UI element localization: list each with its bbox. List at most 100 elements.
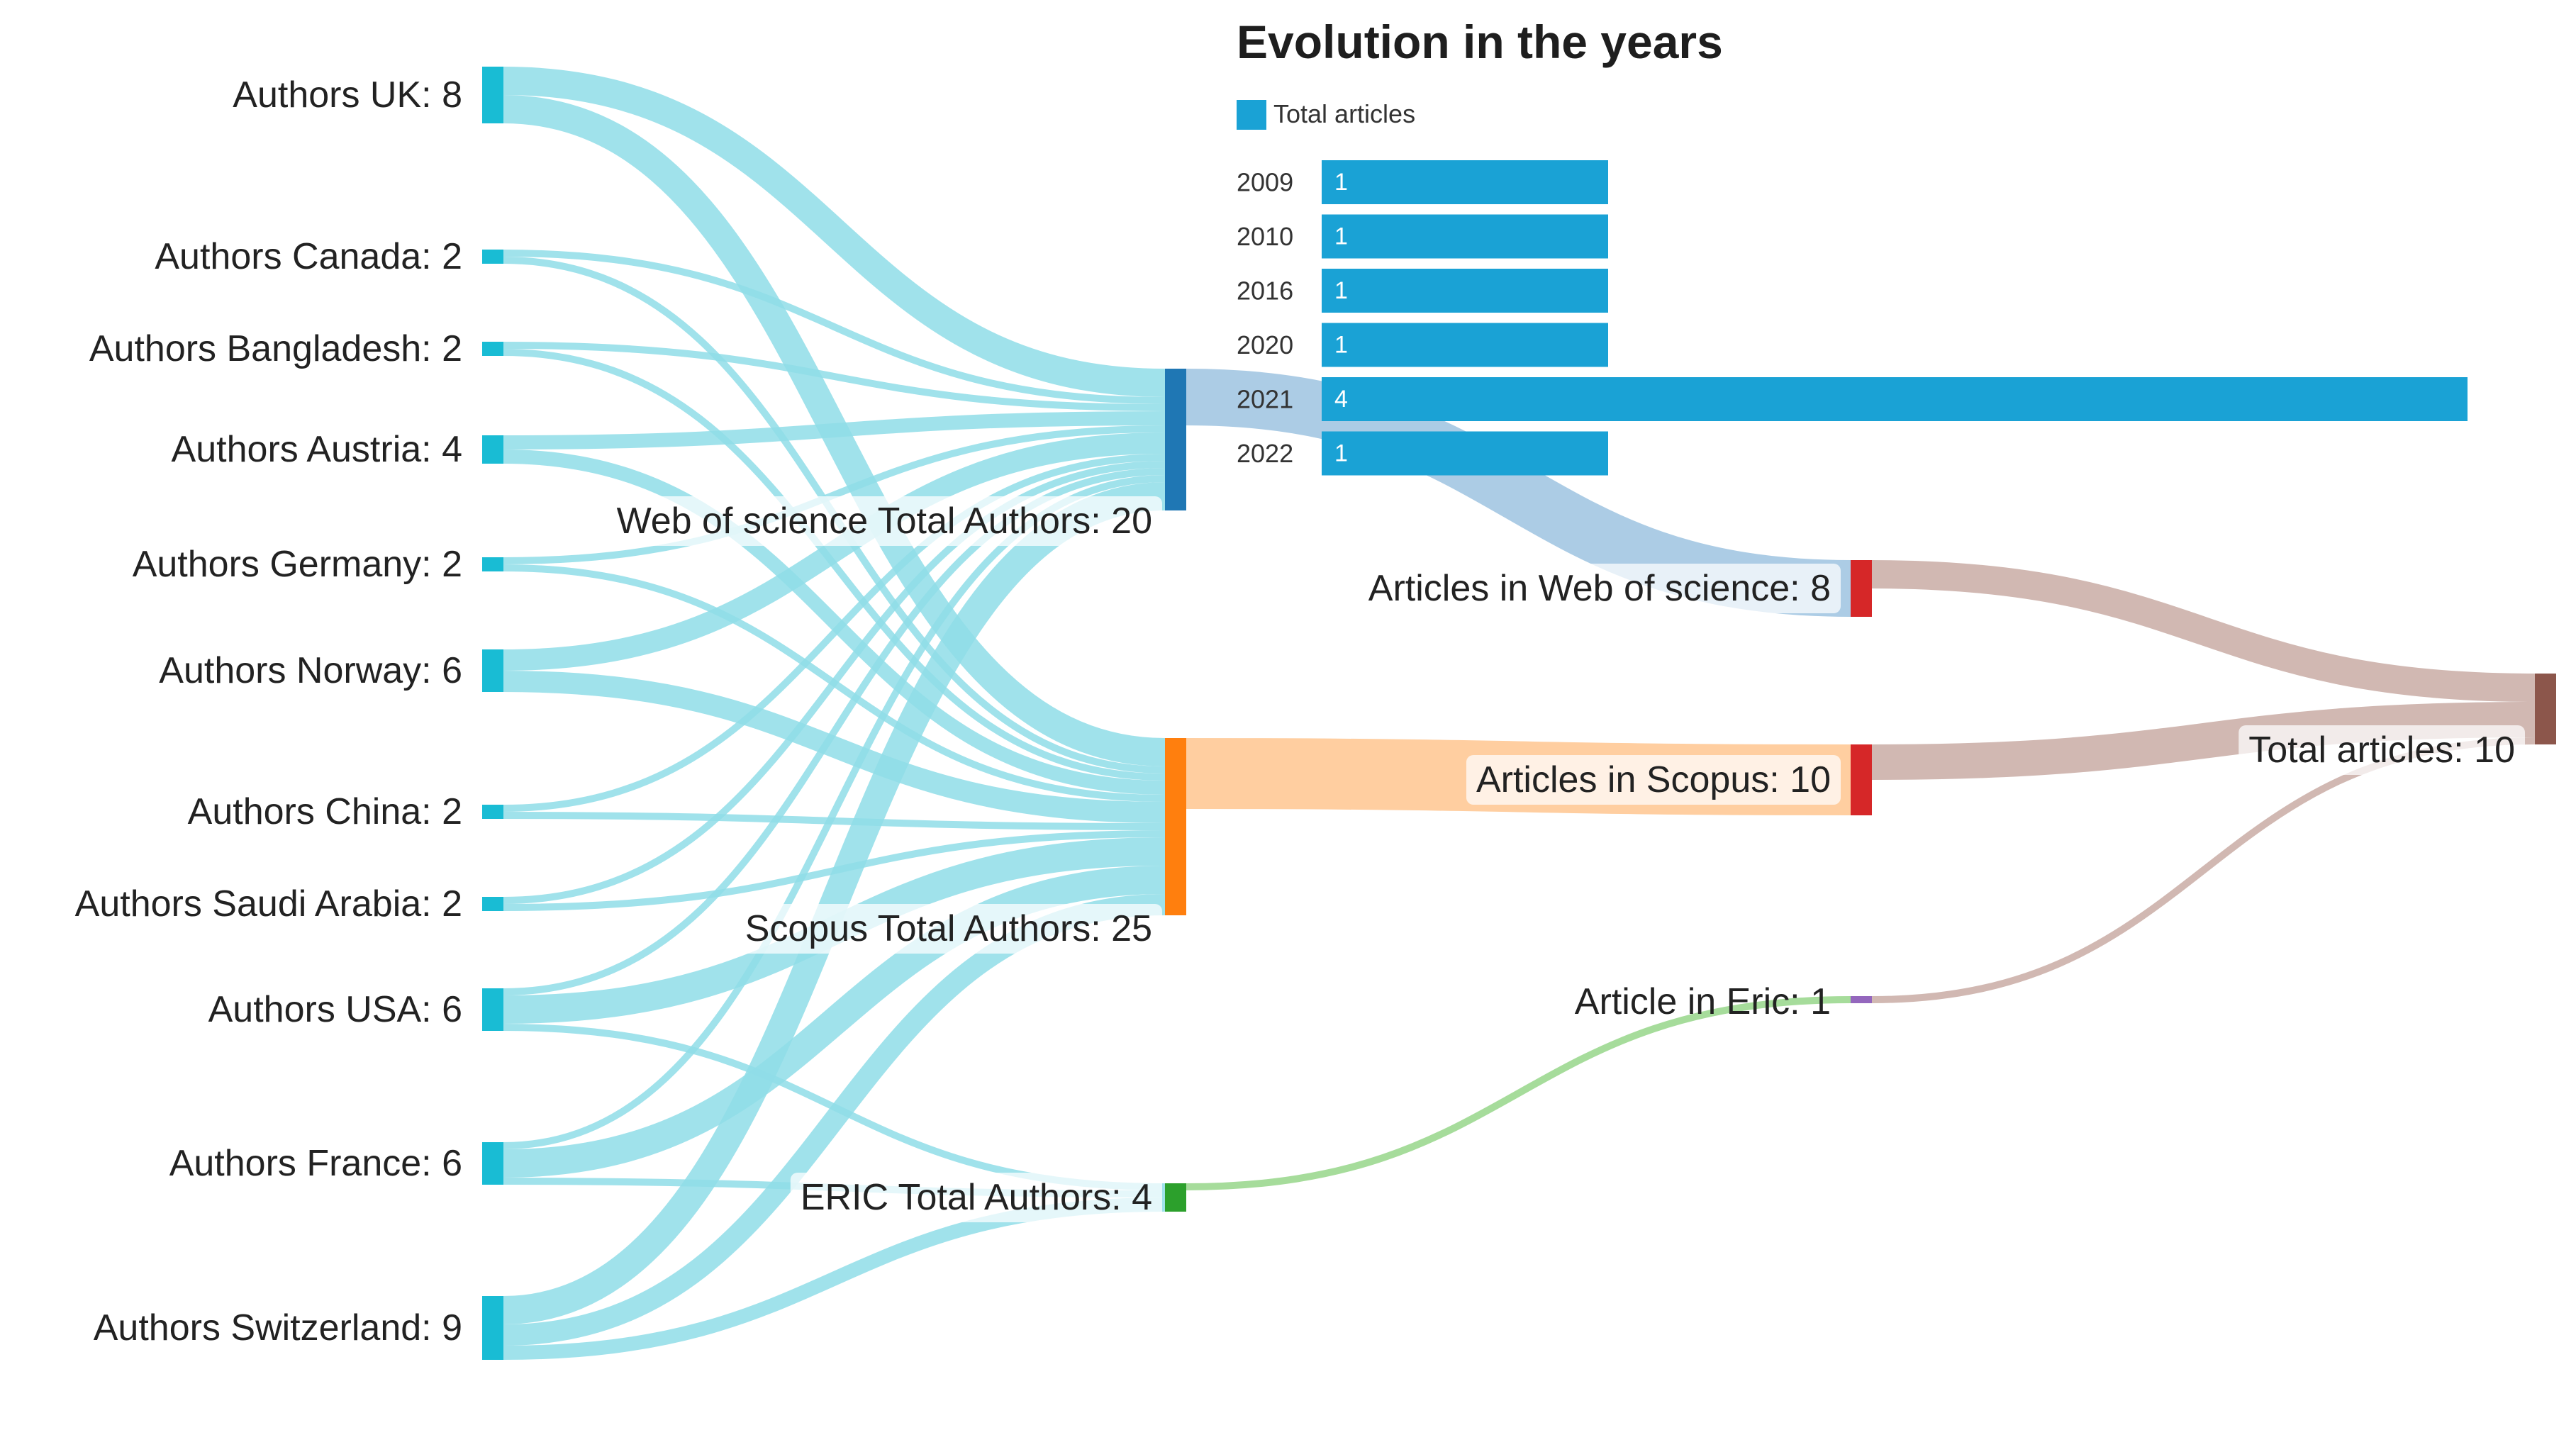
label-usa: Authors USA: 6 <box>208 989 462 1030</box>
label-bg-scopus <box>735 904 1162 954</box>
link-bangladesh-to-scopus <box>503 349 1166 781</box>
bar-2009 <box>1322 160 1608 204</box>
label-group-bangladesh: Authors Bangladesh: 2 <box>89 328 462 369</box>
link-switzerland-to-wos <box>503 482 1166 1324</box>
node-china[interactable] <box>482 805 503 819</box>
label-group-norway: Authors Norway: 6 <box>159 650 462 691</box>
label-bg-art_scopus <box>1466 755 1841 805</box>
label-group-france: Authors France: 6 <box>169 1143 462 1184</box>
link-china-to-scopus <box>503 812 1166 830</box>
label-group-switzerland: Authors Switzerland: 9 <box>94 1307 462 1348</box>
label-canada: Authors Canada: 2 <box>155 236 462 277</box>
label-group-china: Authors China: 2 <box>188 791 462 832</box>
legend-label: Total articles <box>1273 99 1415 128</box>
bar-value-2009: 1 <box>1334 169 1348 196</box>
bar-chart-title: Evolution in the years <box>1237 16 1723 68</box>
bar-value-2016: 1 <box>1334 277 1348 304</box>
label-group-eric: ERIC Total Authors: 4 <box>790 1173 1162 1222</box>
link-austria-to-wos <box>503 411 1166 449</box>
link-art_wos-to-total <box>1871 560 2536 702</box>
node-art_scopus[interactable] <box>1851 744 1872 815</box>
label-saudi: Authors Saudi Arabia: 2 <box>75 883 462 925</box>
label-bg-wos <box>606 496 1162 546</box>
bar-2010 <box>1322 214 1608 259</box>
link-bangladesh-to-wos <box>503 342 1166 411</box>
bar-2022 <box>1322 431 1608 476</box>
bar-value-2021: 4 <box>1334 386 1348 413</box>
link-canada-to-wos <box>503 250 1166 404</box>
label-bg-art_wos <box>1358 564 1841 613</box>
link-saudi-to-wos <box>503 461 1166 904</box>
node-switzerland[interactable] <box>482 1296 503 1360</box>
label-group-germany: Authors Germany: 2 <box>133 544 462 585</box>
sankey-labels: Authors UK: 8 Authors Canada: 2 Authors Ba… <box>75 74 2525 1348</box>
label-bg-eric <box>790 1173 1162 1222</box>
node-eric[interactable] <box>1165 1183 1186 1212</box>
year-label-2016: 2016 <box>1237 277 1293 306</box>
link-art_scopus-to-total <box>1871 702 2536 780</box>
link-art_eric-to-total <box>1871 737 2536 1003</box>
label-group-uk: Authors UK: 8 <box>233 74 462 116</box>
label-bg-total <box>2238 725 2525 775</box>
year-label-2009: 2009 <box>1237 168 1293 197</box>
label-art_eric: Article in Eric: 1 <box>1575 981 1831 1022</box>
label-group-wos: Web of science Total Authors: 20 <box>606 496 1162 546</box>
node-saudi[interactable] <box>482 897 503 911</box>
label-scopus: Scopus Total Authors: 25 <box>745 908 1152 949</box>
bar-value-2022: 1 <box>1334 440 1348 467</box>
link-norway-to-wos <box>503 432 1166 671</box>
link-uk-to-wos <box>503 67 1166 397</box>
label-group-art_wos: Articles in Web of science: 8 <box>1358 564 1841 613</box>
label-group-art_scopus: Articles in Scopus: 10 <box>1466 755 1841 805</box>
label-germany: Authors Germany: 2 <box>133 544 462 585</box>
node-total[interactable] <box>2535 674 2556 744</box>
bars: 2009 1 2010 1 2016 1 2020 1 2021 4 2022 1 <box>1237 160 2468 476</box>
bar-2016 <box>1322 269 1608 313</box>
link-norway-to-scopus <box>503 671 1166 823</box>
node-norway[interactable] <box>482 649 503 692</box>
node-art_wos[interactable] <box>1851 560 1872 617</box>
label-total: Total articles: 10 <box>2248 730 2515 771</box>
label-group-art_eric: Article in Eric: 1 <box>1575 981 1831 1022</box>
label-norway: Authors Norway: 6 <box>159 650 462 691</box>
link-austria-to-scopus <box>503 449 1166 795</box>
bar-value-2020: 1 <box>1334 332 1348 359</box>
node-art_eric[interactable] <box>1851 996 1872 1003</box>
node-bangladesh[interactable] <box>482 342 503 356</box>
node-uk[interactable] <box>482 67 503 123</box>
evolution-bar-chart: Evolution in the years Total articles 20… <box>1237 16 2468 476</box>
node-france[interactable] <box>482 1142 503 1185</box>
year-label-2021: 2021 <box>1237 385 1293 414</box>
label-group-canada: Authors Canada: 2 <box>155 236 462 277</box>
label-group-total: Total articles: 10 <box>2238 725 2525 775</box>
label-art_scopus: Articles in Scopus: 10 <box>1476 759 1831 800</box>
link-germany-to-wos <box>503 425 1166 564</box>
node-austria[interactable] <box>482 435 503 464</box>
bar-2020 <box>1322 323 1608 367</box>
node-germany[interactable] <box>482 557 503 571</box>
label-uk: Authors UK: 8 <box>233 74 462 116</box>
label-eric: ERIC Total Authors: 4 <box>801 1177 1152 1218</box>
sankey-nodes <box>482 67 2556 1360</box>
link-china-to-wos <box>503 454 1166 812</box>
year-label-2010: 2010 <box>1237 222 1293 251</box>
year-label-2022: 2022 <box>1237 439 1293 468</box>
label-group-usa: Authors USA: 6 <box>208 989 462 1030</box>
node-scopus[interactable] <box>1165 738 1186 915</box>
year-label-2020: 2020 <box>1237 330 1293 359</box>
label-bangladesh: Authors Bangladesh: 2 <box>89 328 462 369</box>
label-group-saudi: Authors Saudi Arabia: 2 <box>75 883 462 925</box>
node-wos[interactable] <box>1165 369 1186 510</box>
label-china: Authors China: 2 <box>188 791 462 832</box>
node-usa[interactable] <box>482 988 503 1031</box>
label-wos: Web of science Total Authors: 20 <box>617 501 1152 542</box>
label-austria: Authors Austria: 4 <box>172 429 462 470</box>
label-switzerland: Authors Switzerland: 9 <box>94 1307 462 1348</box>
node-canada[interactable] <box>482 250 503 264</box>
link-eric-to-art_eric <box>1186 996 1851 1190</box>
label-france: Authors France: 6 <box>169 1143 462 1184</box>
link-wos-to-art_wos <box>1186 369 1851 617</box>
bar-value-2010: 1 <box>1334 223 1348 250</box>
legend-swatch <box>1237 100 1266 130</box>
